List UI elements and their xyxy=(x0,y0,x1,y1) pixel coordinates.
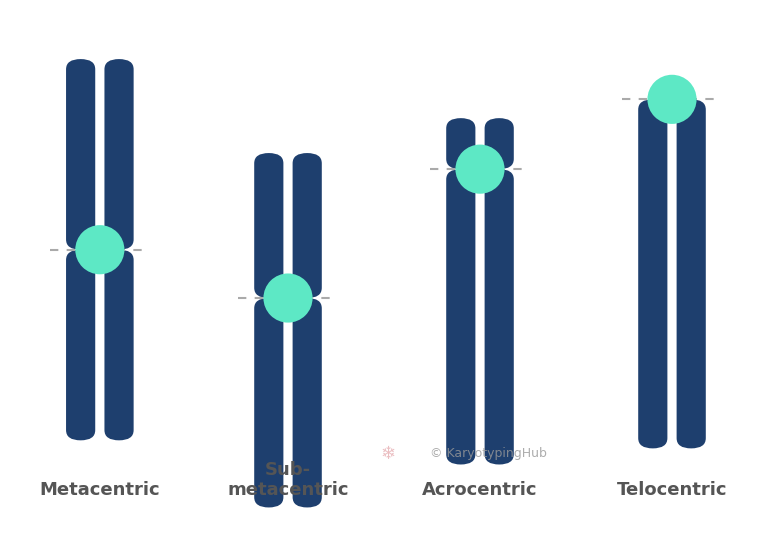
FancyBboxPatch shape xyxy=(254,153,283,298)
Text: © KaryotypingHub: © KaryotypingHub xyxy=(430,447,547,460)
FancyBboxPatch shape xyxy=(446,169,475,465)
FancyBboxPatch shape xyxy=(638,99,667,448)
Ellipse shape xyxy=(455,144,505,194)
FancyBboxPatch shape xyxy=(293,153,322,298)
Text: Sub-
metacentric: Sub- metacentric xyxy=(227,461,349,499)
FancyBboxPatch shape xyxy=(66,250,95,440)
FancyBboxPatch shape xyxy=(446,118,475,169)
Text: Metacentric: Metacentric xyxy=(39,481,161,499)
FancyBboxPatch shape xyxy=(293,298,322,507)
FancyBboxPatch shape xyxy=(677,99,706,448)
Ellipse shape xyxy=(647,75,697,124)
Text: ❄: ❄ xyxy=(380,445,396,463)
FancyBboxPatch shape xyxy=(485,169,514,465)
Text: Acrocentric: Acrocentric xyxy=(422,481,538,499)
Ellipse shape xyxy=(75,225,124,274)
FancyBboxPatch shape xyxy=(485,118,514,169)
FancyBboxPatch shape xyxy=(66,59,95,250)
Ellipse shape xyxy=(263,273,313,323)
FancyBboxPatch shape xyxy=(104,59,134,250)
FancyBboxPatch shape xyxy=(254,298,283,507)
FancyBboxPatch shape xyxy=(104,250,134,440)
Text: Telocentric: Telocentric xyxy=(617,481,727,499)
